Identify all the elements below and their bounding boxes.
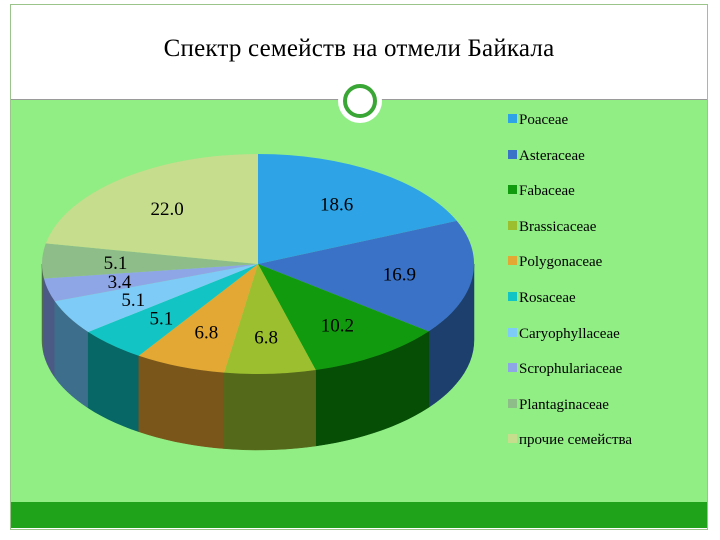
bottom-bar: [11, 502, 707, 528]
legend-label: Fabaceae: [519, 183, 575, 200]
legend-label: Brassicaceae: [519, 218, 597, 235]
legend-label: Polygonaceae: [519, 254, 603, 271]
pie-slice-brassicaceae: [224, 264, 316, 374]
slide-title: Спектр семейств на отмели Байкала: [163, 35, 555, 62]
legend-swatch: [508, 256, 517, 266]
pie-side-brassicaceae: [223, 369, 316, 451]
data-label-brassicaceae: 6.8: [254, 328, 278, 349]
slide-frame: [10, 4, 708, 530]
pie-slice-fabaceae: [258, 264, 429, 370]
pie-slice-caryophyllaceae: [54, 264, 258, 332]
pie-slice-polygonaceae: [138, 264, 258, 373]
pie-side-plantaginaceae: [41, 263, 45, 355]
legend-label: Plantaginaceae: [519, 396, 609, 413]
ring-icon: [343, 84, 377, 118]
pie-slice-poaceae: [258, 153, 457, 264]
legend-label: Caryophyllaceae: [519, 325, 620, 342]
data-label-fabaceae: 10.2: [321, 315, 354, 336]
data-label-rosaceae: 5.1: [150, 308, 174, 329]
data-label-caryophyllaceae: 5.1: [121, 290, 145, 311]
legend-item-asteraceae: Asteraceae: [508, 148, 585, 168]
pie-slice-scrophulariaceae: [43, 264, 259, 302]
legend-item-rosaceae: Rosaceae: [508, 290, 576, 310]
legend-item-fabaceae: Fabaceae: [508, 183, 575, 203]
pie-slice-rosaceae: [88, 264, 258, 356]
legend-item-brassicaceae: Brassicaceae: [508, 219, 596, 239]
pie-slice-прочие-семейства: [45, 154, 258, 264]
data-label-scrophulariaceae: 3.4: [108, 272, 132, 293]
legend-swatch: [508, 114, 517, 123]
legend-label: Scrophulariaceae: [519, 361, 623, 378]
legend-swatch: [508, 363, 517, 373]
legend-item-poaceae: Poaceae: [508, 112, 568, 132]
data-label-plantaginaceae: 5.1: [104, 253, 128, 274]
legend-swatch: [508, 149, 517, 159]
data-label-asteraceae: 16.9: [383, 264, 416, 285]
legend-swatch: [508, 220, 517, 230]
legend-item-прочие-семейства: прочие семейства: [508, 432, 632, 452]
data-label-poaceae: 18.6: [320, 194, 353, 215]
legend-item-scrophulariaceae: Scrophulariaceae: [508, 361, 622, 381]
legend-label: Asteraceae: [519, 147, 585, 164]
legend-swatch: [508, 434, 517, 444]
legend-swatch: [508, 292, 517, 301]
pie-slice-asteraceae: [258, 220, 475, 332]
circle-ornament-icon: [338, 79, 382, 123]
legend-label: прочие семейства: [519, 432, 633, 449]
legend-item-polygonaceae: Polygonaceae: [508, 254, 602, 274]
data-label-прочие-семейства: 22.0: [150, 199, 183, 220]
pie-slice-plantaginaceae: [42, 243, 259, 279]
legend-swatch: [508, 185, 517, 195]
legend-label: Poaceae: [519, 112, 569, 128]
legend-swatch: [508, 398, 517, 408]
legend-item-plantaginaceae: Plantaginaceae: [508, 397, 609, 417]
legend-swatch: [508, 327, 517, 337]
legend-item-caryophyllaceae: Caryophyllaceae: [508, 326, 620, 346]
legend-label: Rosaceae: [519, 290, 576, 306]
data-label-polygonaceae: 6.8: [195, 323, 219, 344]
